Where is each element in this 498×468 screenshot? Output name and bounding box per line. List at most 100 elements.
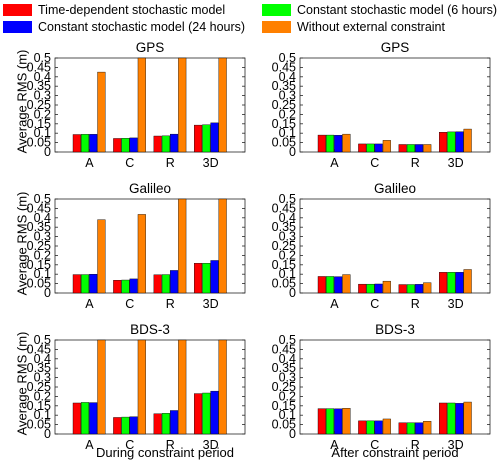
bar-r-series-2 bbox=[406, 284, 415, 294]
bar-a-series-1 bbox=[317, 408, 326, 435]
y-tick-label: 0.05 bbox=[272, 136, 296, 150]
legend-swatch bbox=[3, 21, 32, 33]
legend-label: Without external constraint bbox=[297, 20, 445, 34]
x-axis-label-right: After constraint period bbox=[331, 445, 459, 460]
bar-r-series-4 bbox=[423, 282, 432, 294]
bar-c-series-3 bbox=[374, 283, 383, 294]
y-tick-label: 0.05 bbox=[27, 418, 51, 432]
x-tick-label: A bbox=[85, 156, 94, 170]
x-tick-label: A bbox=[85, 438, 94, 452]
bar-3d-series-3 bbox=[455, 272, 464, 294]
bar-a-series-4 bbox=[342, 133, 351, 153]
legend-label: Constant stochastic model (24 hours) bbox=[38, 20, 246, 34]
bar-3d-series-2 bbox=[447, 131, 456, 153]
bar-a-series-2 bbox=[325, 408, 335, 435]
x-tick-label: R bbox=[411, 297, 420, 311]
y-tick-label: 0.35 bbox=[272, 361, 296, 375]
bar-a-series-2 bbox=[80, 274, 90, 294]
chart-panel-1: GPS 00.050.10.150.20.250.30.350.40.450.5 A… bbox=[27, 40, 246, 170]
y-tick-label: 0.15 bbox=[27, 399, 51, 413]
chart-panel-4: Galileo 00.050.10.150.20.250.30.350.40.45… bbox=[272, 181, 491, 311]
y-tick-label: 0.1 bbox=[279, 408, 296, 422]
bar-c-series-2 bbox=[366, 420, 375, 435]
bar-r-series-3 bbox=[415, 284, 424, 294]
bar-a-series-3 bbox=[89, 134, 98, 153]
bar-a-series-2 bbox=[325, 134, 335, 153]
bar-3d-series-1 bbox=[194, 393, 203, 435]
y-tick-label: 0.5 bbox=[34, 51, 51, 65]
bar-c-series-2 bbox=[366, 143, 375, 153]
bar-a-series-4 bbox=[342, 274, 351, 294]
bar-c-series-3 bbox=[374, 143, 383, 153]
bar-a-series-4 bbox=[97, 219, 106, 294]
y-tick-label: 0.45 bbox=[272, 60, 296, 74]
bar-c-series-3 bbox=[129, 278, 138, 294]
x-tick-label: C bbox=[370, 156, 379, 170]
bar-c-series-3 bbox=[129, 416, 138, 435]
y-tick-label: 0.25 bbox=[27, 98, 51, 112]
panel-title: GPS bbox=[136, 40, 165, 55]
y-tick-label: 0.1 bbox=[279, 267, 296, 281]
bar-a-series-1 bbox=[72, 274, 81, 294]
bar-3d-series-4 bbox=[463, 401, 472, 435]
y-tick-label: 0.05 bbox=[27, 136, 51, 150]
y-tick-label: 0.45 bbox=[27, 201, 51, 215]
x-tick-label: R bbox=[166, 156, 175, 170]
bar-3d-series-3 bbox=[210, 122, 219, 153]
x-tick-label: C bbox=[370, 297, 379, 311]
bar-a-series-3 bbox=[89, 274, 98, 294]
bar-c-series-3 bbox=[129, 137, 138, 153]
x-tick-label: R bbox=[166, 297, 175, 311]
y-tick-label: 0.5 bbox=[34, 333, 51, 347]
x-tick-label: R bbox=[411, 438, 420, 452]
legend-item-constant-24h: Constant stochastic model (24 hours) bbox=[3, 20, 245, 34]
y-tick-label: 0.15 bbox=[27, 258, 51, 272]
bar-r-series-2 bbox=[406, 144, 415, 153]
y-tick-label: 0.1 bbox=[34, 126, 51, 140]
y-tick-label: 0.3 bbox=[279, 371, 296, 385]
y-tick-label: 0.25 bbox=[27, 239, 51, 253]
bar-c-series-4 bbox=[137, 214, 146, 294]
bar-3d-series-2 bbox=[202, 263, 211, 294]
x-tick-label: A bbox=[330, 156, 339, 170]
y-tick-label: 0.5 bbox=[279, 192, 296, 206]
y-tick-label: 0.4 bbox=[279, 70, 296, 84]
y-tick-label: 0.45 bbox=[272, 201, 296, 215]
bar-r-series-3 bbox=[415, 144, 424, 153]
y-tick-label: 0.2 bbox=[34, 248, 51, 262]
y-tick-label: 0.45 bbox=[272, 342, 296, 356]
x-tick-label: C bbox=[125, 438, 134, 452]
panel-title: Galileo bbox=[374, 181, 416, 196]
bar-r-series-2 bbox=[161, 413, 170, 435]
bar-c-series-2 bbox=[121, 416, 130, 435]
y-axis-label-row2: Average RMS (m) bbox=[14, 191, 30, 296]
y-tick-label: 0.05 bbox=[272, 277, 296, 291]
y-tick-label: 0.3 bbox=[34, 371, 51, 385]
bar-3d-series-4 bbox=[463, 269, 472, 294]
bar-3d-series-4 bbox=[218, 198, 227, 294]
y-tick-label: 0.2 bbox=[279, 389, 296, 403]
bar-a-series-2 bbox=[80, 134, 90, 153]
y-tick-label: 0.3 bbox=[279, 89, 296, 103]
y-tick-label: 0.25 bbox=[272, 98, 296, 112]
bar-a-series-2 bbox=[325, 276, 335, 294]
bar-r-series-1 bbox=[398, 422, 407, 435]
bar-a-series-3 bbox=[89, 402, 98, 435]
bar-c-series-4 bbox=[382, 280, 391, 294]
y-tick-label: 0.5 bbox=[279, 333, 296, 347]
y-axis-label-row3: Average RMS (m) bbox=[14, 331, 30, 436]
bar-c-series-1 bbox=[113, 280, 122, 294]
bar-a-series-3 bbox=[334, 408, 343, 435]
bar-r-series-3 bbox=[415, 422, 424, 435]
bar-c-series-1 bbox=[358, 143, 367, 153]
bar-r-series-1 bbox=[153, 274, 162, 294]
panel-title: GPS bbox=[381, 40, 410, 55]
y-tick-label: 0.4 bbox=[34, 352, 51, 366]
bar-3d-series-1 bbox=[194, 124, 203, 153]
y-tick-label: 0.4 bbox=[34, 70, 51, 84]
y-tick-label: 0.25 bbox=[27, 380, 51, 394]
bar-c-series-4 bbox=[382, 140, 391, 153]
legend-label: Constant stochastic model (6 hours) bbox=[297, 3, 498, 17]
y-tick-label: 0.3 bbox=[279, 230, 296, 244]
legend-item-time-dependent: Time-dependent stochastic model bbox=[3, 3, 225, 17]
